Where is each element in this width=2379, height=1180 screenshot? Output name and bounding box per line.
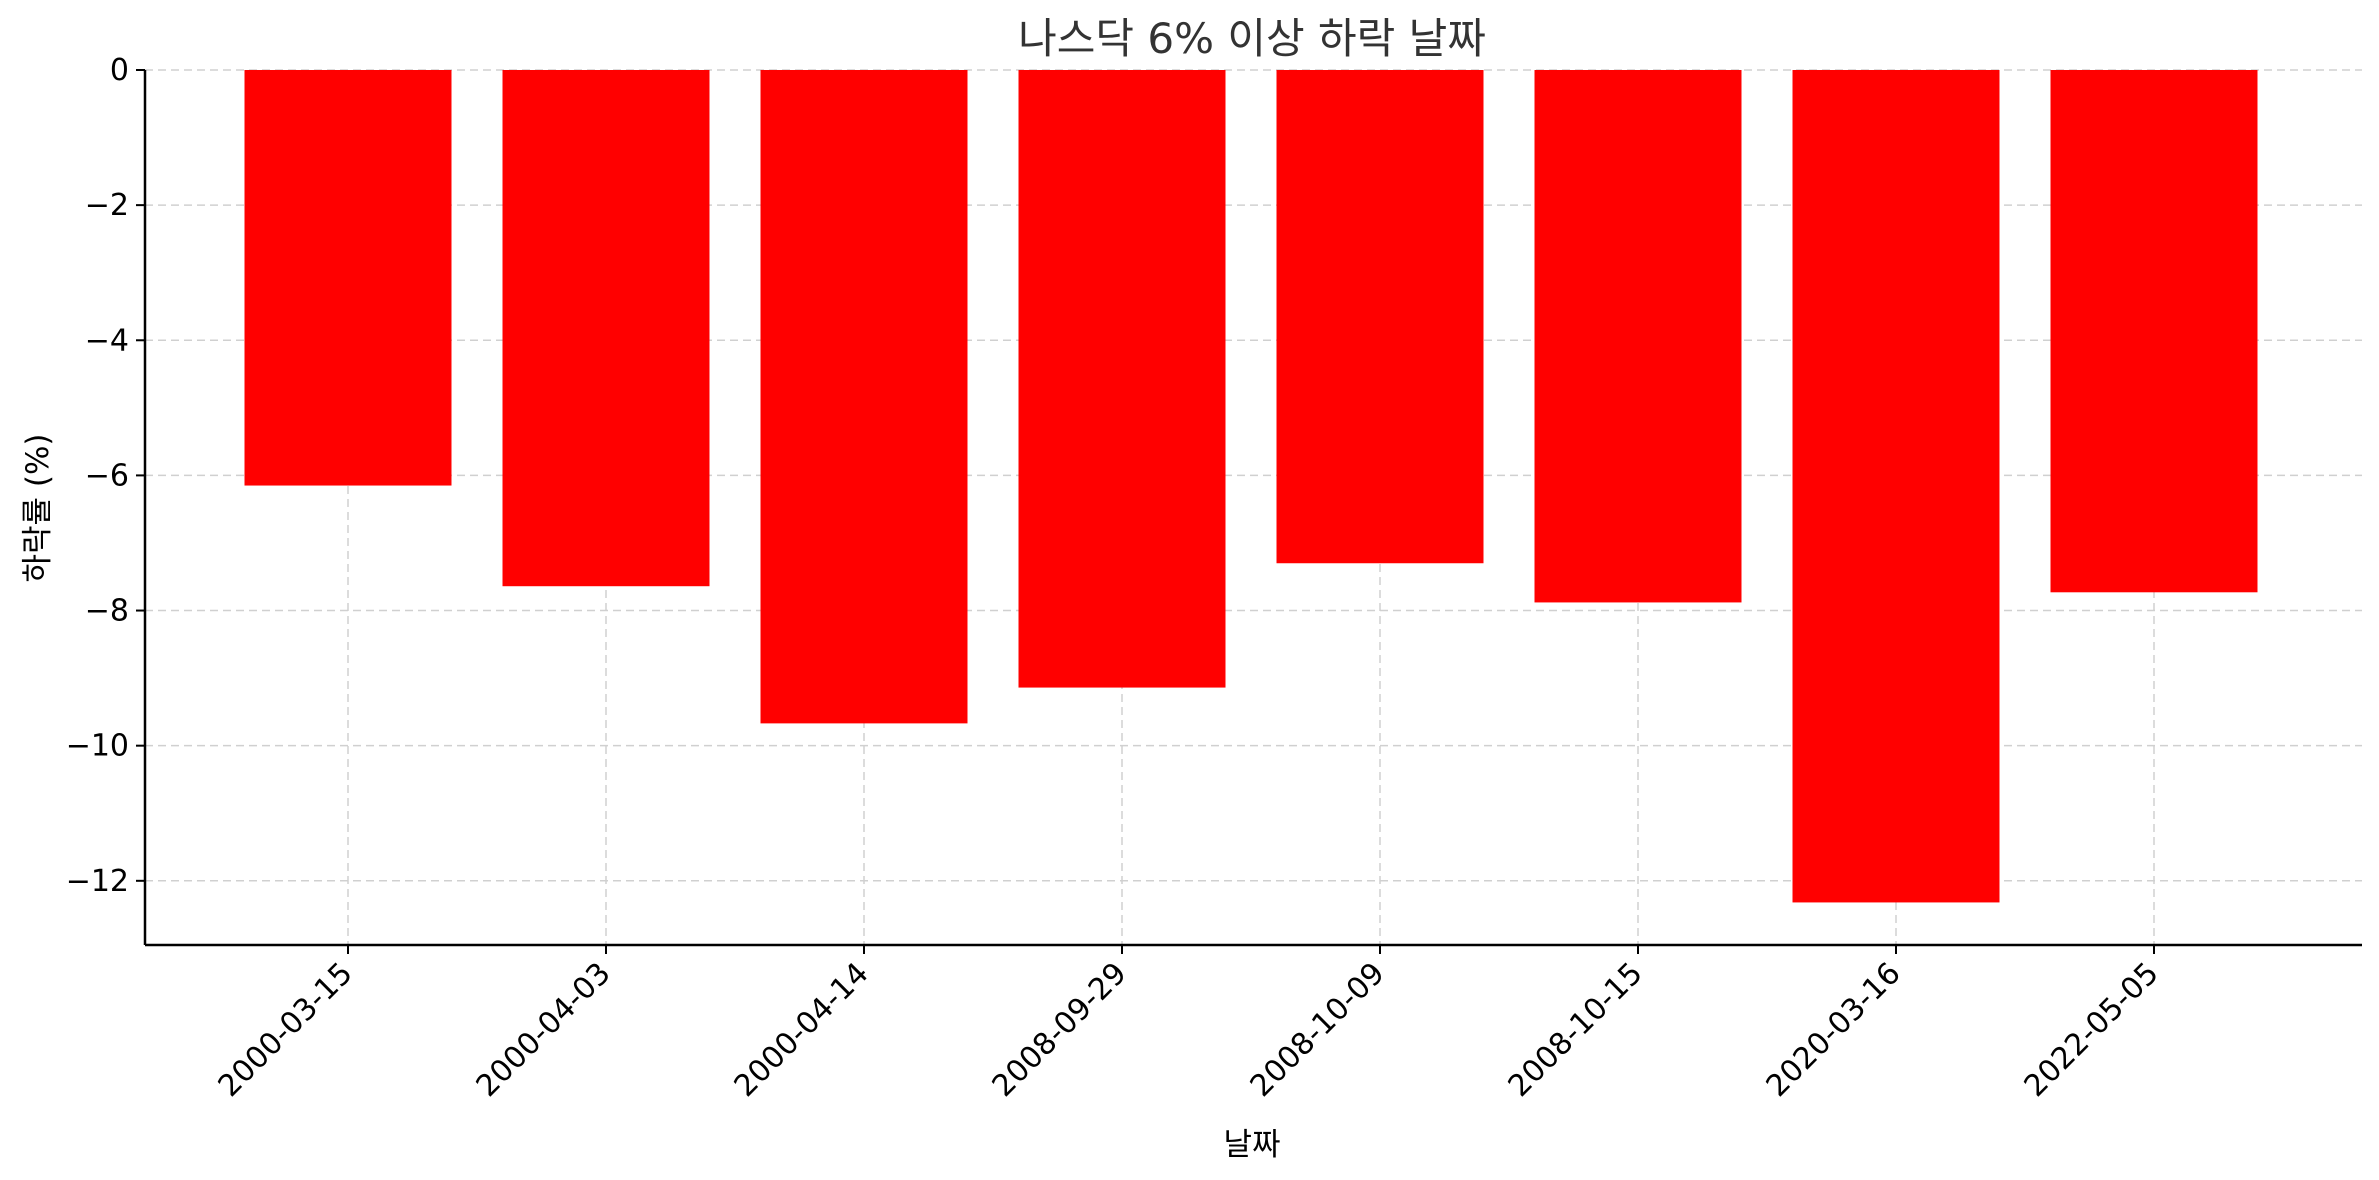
- x-tick-label: 2008-10-15: [1502, 956, 1650, 1104]
- x-tick-label: 2022-05-05: [2018, 956, 2166, 1104]
- y-axis-label: 하락률 (%): [20, 433, 56, 582]
- bar-2020-03-16: [1792, 70, 2000, 903]
- x-tick-label: 2020-03-16: [1760, 956, 1908, 1104]
- bar-2000-04-03: [502, 70, 710, 587]
- bar-2000-03-15: [244, 70, 452, 486]
- x-tick-label: 2008-09-29: [986, 956, 1134, 1104]
- x-tick-label: 2000-04-03: [470, 956, 618, 1104]
- x-tick-label: 2000-04-14: [728, 956, 876, 1104]
- grid-layer: [145, 69, 2362, 945]
- y-tick-label: 0: [110, 53, 129, 88]
- bar-2000-04-14: [760, 70, 968, 724]
- y-tick-label: −4: [85, 323, 129, 358]
- y-ticks: 0 −2 −4 −6 −8 −10 −12: [66, 53, 145, 899]
- bar-2008-09-29: [1018, 70, 1226, 688]
- y-tick-label: −10: [66, 729, 129, 764]
- y-tick-label: −12: [66, 864, 129, 899]
- y-tick-label: −6: [85, 458, 129, 493]
- y-tick-label: −8: [85, 594, 129, 629]
- x-ticks: 2000-03-15 2000-04-03 2000-04-14 2008-09-29…: [212, 945, 2166, 1104]
- chart-title: 나스닥 6% 이상 하락 날짜: [1018, 14, 1486, 63]
- bar-2008-10-09: [1276, 70, 1484, 564]
- bars-layer: [244, 70, 2258, 903]
- bar-2022-05-05: [2050, 70, 2258, 593]
- axes-layer: [143, 70, 2362, 947]
- x-tick-label: 2008-10-09: [1244, 956, 1392, 1104]
- x-tick-label: 2000-03-15: [212, 956, 360, 1104]
- x-axis-label: 날짜: [1223, 1127, 1280, 1163]
- bar-2008-10-15: [1534, 70, 1742, 603]
- y-tick-label: −2: [85, 188, 129, 223]
